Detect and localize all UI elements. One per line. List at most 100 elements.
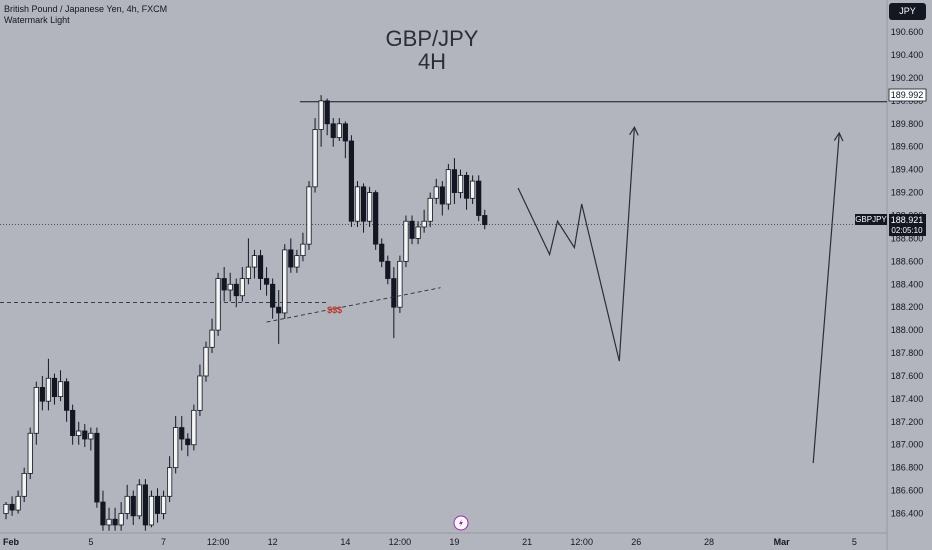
candle-body [21, 472, 27, 497]
candle-body [336, 123, 342, 138]
candle-body [51, 377, 58, 397]
symbol-marker-bg [855, 214, 887, 225]
x-tick-label: 19 [449, 537, 459, 547]
candle-body [445, 169, 451, 205]
candle-body [391, 278, 397, 308]
chart-title-line2: 4H [417, 49, 447, 74]
y-tick-label: 188.800 [891, 233, 924, 243]
candle-body [167, 467, 173, 497]
forecast-path-1 [517, 127, 635, 362]
y-tick-label: 187.800 [891, 348, 924, 358]
last-price-marker: 188.921 [891, 215, 924, 225]
candle-body [385, 260, 391, 279]
candle-body [306, 186, 312, 245]
y-tick-label: 187.600 [891, 371, 924, 381]
time-axis: Feb 5 7 12:00 12 14 12:00 19 21 12:00 26 28 Mar 5 [3, 537, 857, 547]
y-tick-label: 187.000 [891, 440, 924, 450]
x-tick-label: 12:00 [207, 537, 230, 547]
y-tick-label: 186.800 [891, 463, 924, 473]
forecast-arrowhead-1 [629, 125, 639, 136]
candle-body [318, 100, 324, 130]
candle-body [439, 186, 445, 205]
candle-body [276, 306, 282, 314]
candle-body [245, 266, 251, 279]
candle-body [366, 192, 373, 222]
candle-body [57, 381, 64, 397]
price-levels [0, 101, 887, 304]
candle-body [421, 220, 427, 228]
candle-body [360, 186, 367, 222]
x-tick-label: 21 [522, 537, 532, 547]
y-tick-label: 190.600 [891, 27, 924, 37]
x-tick-label: 14 [340, 537, 350, 547]
candle-body [15, 495, 21, 511]
candle-body [3, 503, 9, 514]
candle-body [451, 169, 458, 193]
candle-body [160, 495, 167, 514]
candle-body [427, 197, 433, 222]
candle-body [203, 346, 209, 377]
candle-body [373, 192, 379, 245]
x-tick-label: Feb [3, 537, 20, 547]
candle-body [300, 243, 306, 257]
y-tick-label: 188.000 [891, 325, 924, 335]
candle-body [476, 180, 482, 216]
candle-body [94, 432, 100, 503]
x-tick-label: 5 [852, 537, 857, 547]
y-tick-label: 190.200 [891, 73, 924, 83]
candle-body [433, 186, 439, 199]
candle-body [124, 495, 130, 514]
candle-body [463, 174, 470, 199]
candle-body [70, 409, 76, 436]
candle-body [379, 243, 385, 262]
candle-body [215, 278, 221, 331]
y-tick-label: 188.600 [891, 256, 924, 266]
candle-body [270, 283, 276, 308]
x-tick-label: 5 [88, 537, 93, 547]
lightning-icon[interactable] [453, 515, 469, 531]
drawings [266, 125, 844, 464]
price-markers: 189.992 GBPJPY 188.921 02:05:10 [855, 88, 927, 236]
y-tick-label: 188.400 [891, 279, 924, 289]
candle-body [64, 381, 70, 411]
candle-body [221, 278, 227, 291]
candle-body [33, 387, 39, 434]
candle-body [257, 255, 264, 279]
candle-body [173, 427, 179, 469]
y-tick-label: 186.600 [891, 486, 924, 496]
x-tick-label: 12:00 [570, 537, 593, 547]
candle-body [415, 226, 421, 239]
candle-body [263, 278, 270, 285]
liquidity-trendline [266, 287, 441, 323]
candle-body [88, 432, 94, 440]
y-tick-label: 190.400 [891, 50, 924, 60]
candle-body [130, 495, 136, 517]
y-tick-label: 187.400 [891, 394, 924, 404]
liquidity-label: $$$ [327, 305, 342, 315]
y-tick-label: 189.800 [891, 119, 924, 129]
bar-countdown: 02:05:10 [891, 226, 923, 235]
candle-body [342, 123, 348, 142]
candle-body [457, 174, 464, 193]
candle-body [118, 513, 124, 526]
y-tick-label: 186.400 [891, 509, 924, 519]
candle-body [136, 484, 142, 517]
x-tick-label: 26 [631, 537, 641, 547]
candle-body [324, 100, 330, 125]
candle-body [39, 387, 45, 402]
candle-body [354, 186, 361, 222]
candle-body [76, 430, 82, 436]
candle-body [227, 283, 233, 291]
candle-body [154, 495, 161, 514]
currency-badge[interactable]: JPY [889, 3, 926, 20]
candle-body [251, 255, 258, 268]
candle-body [82, 430, 88, 440]
candle-body [112, 518, 118, 526]
symbol-line: British Pound / Japanese Yen, 4h, FXCM [4, 4, 168, 14]
candle-body [288, 249, 294, 268]
resistance-marker-value: 189.992 [891, 90, 924, 100]
x-tick-label: 12:00 [389, 537, 412, 547]
candle-body [470, 180, 476, 199]
candle-body [197, 375, 203, 411]
